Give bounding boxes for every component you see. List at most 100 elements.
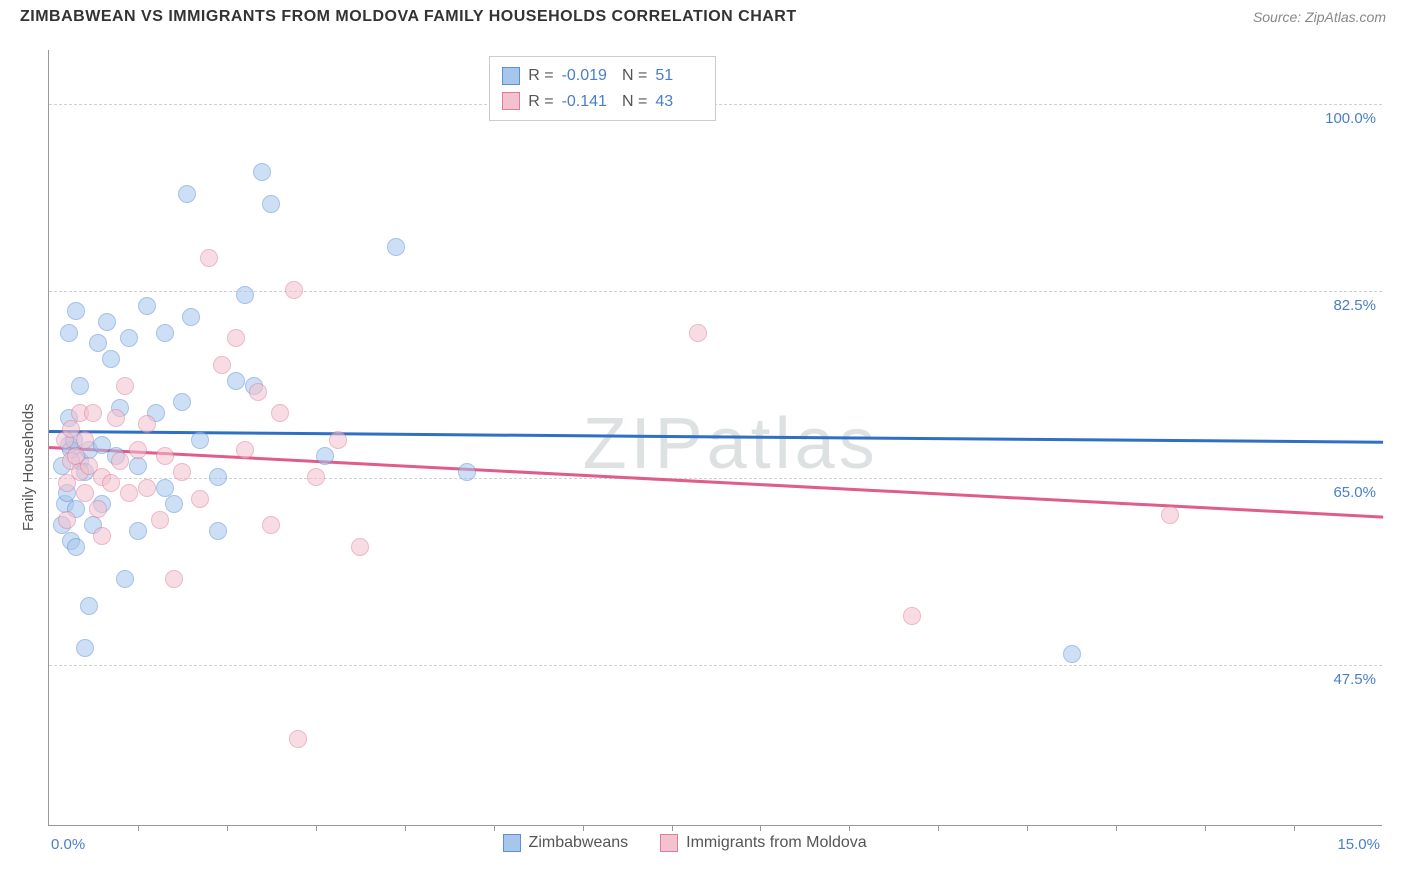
y-tick-label: 82.5% [1333,297,1376,314]
legend-swatch [660,834,678,852]
legend-label: Zimbabweans [529,834,629,852]
legend-swatch [502,67,520,85]
scatter-point [178,185,196,203]
x-tick [138,825,139,831]
trendline [49,430,1383,443]
scatter-point [98,313,116,331]
y-tick-label: 47.5% [1333,671,1376,688]
source-label: Source: ZipAtlas.com [1253,9,1386,25]
x-tick [938,825,939,831]
legend-item: Zimbabweans [503,834,629,852]
scatter-point [236,441,254,459]
scatter-point [156,447,174,465]
scatter-point [387,238,405,256]
scatter-point [76,484,94,502]
scatter-point [316,447,334,465]
x-tick [1116,825,1117,831]
scatter-point [209,468,227,486]
scatter-point [156,324,174,342]
y-tick-label: 100.0% [1325,110,1376,127]
scatter-point [80,597,98,615]
x-tick [1294,825,1295,831]
scatter-point [165,570,183,588]
scatter-point [116,377,134,395]
stat-label: R = [528,89,553,115]
scatter-point [227,372,245,390]
scatter-point [458,463,476,481]
scatter-point [271,404,289,422]
scatter-point [129,522,147,540]
stat-label: N = [618,63,648,89]
scatter-point [151,511,169,529]
scatter-point [107,409,125,427]
scatter-point [209,522,227,540]
scatter-point [903,607,921,625]
stat-n-value: 43 [655,89,703,115]
bottom-legend: Zimbabweans Immigrants from Moldova [503,834,867,852]
scatter-point [289,730,307,748]
stat-r-value: -0.019 [562,63,610,89]
x-tick [494,825,495,831]
scatter-point [165,495,183,513]
scatter-point [111,452,129,470]
stats-box: R =-0.019 N =51R =-0.141 N =43 [489,56,716,121]
scatter-point [249,383,267,401]
scatter-point [58,511,76,529]
scatter-point [1063,645,1081,663]
scatter-point [67,302,85,320]
scatter-point [138,479,156,497]
scatter-point [129,457,147,475]
scatter-point [120,484,138,502]
scatter-point [182,308,200,326]
scatter-point [89,334,107,352]
scatter-point [76,639,94,657]
x-tick [316,825,317,831]
scatter-point [253,163,271,181]
stat-label: R = [528,63,553,89]
scatter-point [138,297,156,315]
scatter-point [191,490,209,508]
x-tick-label: 0.0% [51,836,85,853]
chart-title: ZIMBABWEAN VS IMMIGRANTS FROM MOLDOVA FA… [20,8,797,26]
scatter-point [60,324,78,342]
x-tick [672,825,673,831]
stats-row: R =-0.019 N =51 [502,63,703,89]
scatter-point [236,286,254,304]
legend-item: Immigrants from Moldova [660,834,867,852]
scatter-point [102,474,120,492]
title-bar: ZIMBABWEAN VS IMMIGRANTS FROM MOLDOVA FA… [0,0,1406,34]
scatter-point [200,249,218,267]
scatter-point [351,538,369,556]
gridline [49,665,1382,666]
y-axis-label: Family Households [20,404,37,532]
y-tick-label: 65.0% [1333,484,1376,501]
scatter-point [71,377,89,395]
x-tick [583,825,584,831]
scatter-point [138,415,156,433]
scatter-point [129,441,147,459]
scatter-point [285,281,303,299]
gridline [49,478,1382,479]
scatter-point [329,431,347,449]
scatter-point [1161,506,1179,524]
scatter-point [227,329,245,347]
stat-r-value: -0.141 [562,89,610,115]
legend-label: Immigrants from Moldova [686,834,867,852]
scatter-point [173,463,191,481]
scatter-point [689,324,707,342]
scatter-point [102,350,120,368]
legend-swatch [502,92,520,110]
x-tick [1205,825,1206,831]
scatter-point [120,329,138,347]
x-tick [227,825,228,831]
x-tick [849,825,850,831]
stats-row: R = -0.141 N = 43 [502,89,703,115]
scatter-point [89,500,107,518]
stat-label: N = [618,89,648,115]
legend-swatch [503,834,521,852]
x-tick [760,825,761,831]
scatter-point [93,527,111,545]
scatter-point [213,356,231,374]
chart-plot-area: ZIPatlas 47.5%65.0%82.5%100.0%0.0%15.0%R… [48,50,1382,826]
scatter-point [76,431,94,449]
